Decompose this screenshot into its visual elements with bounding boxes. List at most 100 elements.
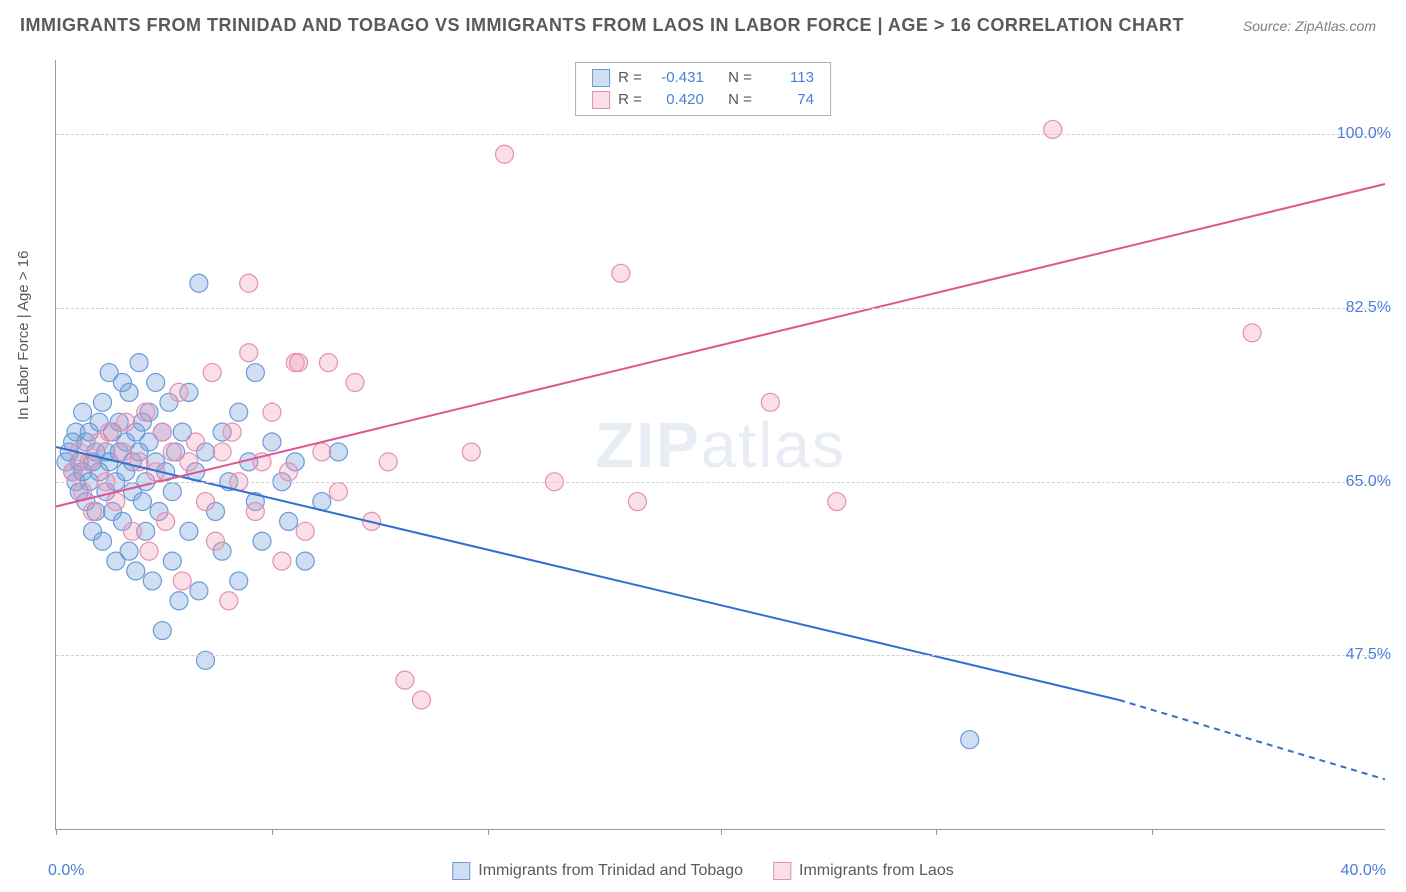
x-axis-max-label: 40.0%: [1341, 862, 1386, 880]
scatter-point-laos: [113, 443, 131, 461]
r-label: R =: [618, 89, 642, 111]
scatter-point-laos: [187, 433, 205, 451]
scatter-point-laos: [117, 413, 135, 431]
scatter-point-trinidad: [153, 622, 171, 640]
scatter-point-laos: [396, 671, 414, 689]
scatter-point-laos: [173, 572, 191, 590]
n-value-laos: 74: [760, 89, 814, 111]
scatter-point-laos: [628, 493, 646, 511]
scatter-point-laos: [496, 145, 514, 163]
scatter-point-laos: [240, 344, 258, 362]
scatter-point-trinidad: [120, 383, 138, 401]
scatter-point-laos: [290, 354, 308, 372]
scatter-point-laos: [612, 264, 630, 282]
x-tick: [721, 829, 722, 835]
regression-line-laos: [56, 184, 1385, 506]
scatter-point-laos: [180, 453, 198, 471]
gridline: [56, 308, 1385, 309]
scatter-point-laos: [1044, 120, 1062, 138]
scatter-point-laos: [163, 443, 181, 461]
scatter-point-laos: [313, 443, 331, 461]
regression-line-dashed-trinidad: [1119, 700, 1385, 779]
scatter-point-trinidad: [147, 373, 165, 391]
scatter-point-laos: [828, 493, 846, 511]
scatter-point-laos: [280, 463, 298, 481]
x-tick: [272, 829, 273, 835]
scatter-point-laos: [240, 274, 258, 292]
scatter-point-laos: [206, 532, 224, 550]
scatter-point-laos: [213, 443, 231, 461]
y-tick-label: 82.5%: [1346, 299, 1391, 317]
scatter-point-trinidad: [329, 443, 347, 461]
scatter-point-trinidad: [197, 651, 215, 669]
scatter-point-trinidad: [280, 512, 298, 530]
x-tick: [56, 829, 57, 835]
legend-item-trinidad: Immigrants from Trinidad and Tobago: [452, 862, 743, 880]
correlation-legend-row-laos: R = 0.420 N = 74: [592, 89, 814, 111]
swatch-laos: [592, 91, 610, 109]
legend-label-laos: Immigrants from Laos: [799, 862, 954, 880]
scatter-point-trinidad: [190, 274, 208, 292]
scatter-point-trinidad: [163, 483, 181, 501]
scatter-point-laos: [296, 522, 314, 540]
scatter-point-laos: [220, 592, 238, 610]
legend-item-laos: Immigrants from Laos: [773, 862, 954, 880]
swatch-trinidad: [592, 69, 610, 87]
scatter-point-trinidad: [130, 354, 148, 372]
scatter-point-trinidad: [170, 592, 188, 610]
y-tick-label: 100.0%: [1337, 125, 1391, 143]
n-label: N =: [728, 89, 752, 111]
scatter-point-laos: [197, 493, 215, 511]
r-label: R =: [618, 67, 642, 89]
scatter-point-laos: [64, 463, 82, 481]
scatter-point-laos: [761, 393, 779, 411]
x-tick: [488, 829, 489, 835]
scatter-point-laos: [263, 403, 281, 421]
scatter-point-trinidad: [143, 572, 161, 590]
scatter-point-laos: [153, 423, 171, 441]
scatter-point-trinidad: [296, 552, 314, 570]
scatter-point-laos: [84, 502, 102, 520]
scatter-point-laos: [137, 403, 155, 421]
gridline: [56, 134, 1385, 135]
r-value-trinidad: -0.431: [650, 67, 704, 89]
scatter-point-laos: [157, 512, 175, 530]
scatter-point-trinidad: [246, 364, 264, 382]
correlation-legend-row-trinidad: R = -0.431 N = 113: [592, 67, 814, 89]
scatter-plot-svg: [56, 60, 1385, 829]
scatter-point-trinidad: [163, 552, 181, 570]
scatter-point-laos: [412, 691, 430, 709]
x-tick: [1152, 829, 1153, 835]
scatter-point-laos: [462, 443, 480, 461]
scatter-point-trinidad: [133, 493, 151, 511]
scatter-point-laos: [319, 354, 337, 372]
scatter-point-laos: [379, 453, 397, 471]
scatter-point-laos: [203, 364, 221, 382]
swatch-trinidad: [452, 862, 470, 880]
scatter-point-laos: [273, 552, 291, 570]
scatter-point-trinidad: [74, 403, 92, 421]
y-axis-label: In Labor Force | Age > 16: [15, 251, 32, 420]
regression-line-trinidad: [56, 447, 1119, 700]
scatter-point-trinidad: [94, 393, 112, 411]
legend-label-trinidad: Immigrants from Trinidad and Tobago: [478, 862, 743, 880]
scatter-point-laos: [140, 542, 158, 560]
scatter-point-trinidad: [180, 522, 198, 540]
n-value-trinidad: 113: [760, 67, 814, 89]
gridline: [56, 482, 1385, 483]
scatter-point-trinidad: [263, 433, 281, 451]
scatter-point-trinidad: [230, 572, 248, 590]
scatter-point-laos: [246, 502, 264, 520]
y-tick-label: 47.5%: [1346, 646, 1391, 664]
scatter-point-trinidad: [127, 562, 145, 580]
scatter-point-laos: [346, 373, 364, 391]
scatter-point-laos: [1243, 324, 1261, 342]
series-legend: Immigrants from Trinidad and Tobago Immi…: [452, 862, 953, 880]
x-tick: [936, 829, 937, 835]
x-axis-min-label: 0.0%: [48, 862, 84, 880]
scatter-point-trinidad: [230, 403, 248, 421]
source-attribution: Source: ZipAtlas.com: [1243, 18, 1376, 34]
chart-title: IMMIGRANTS FROM TRINIDAD AND TOBAGO VS I…: [20, 15, 1184, 36]
y-tick-label: 65.0%: [1346, 473, 1391, 491]
scatter-point-trinidad: [190, 582, 208, 600]
